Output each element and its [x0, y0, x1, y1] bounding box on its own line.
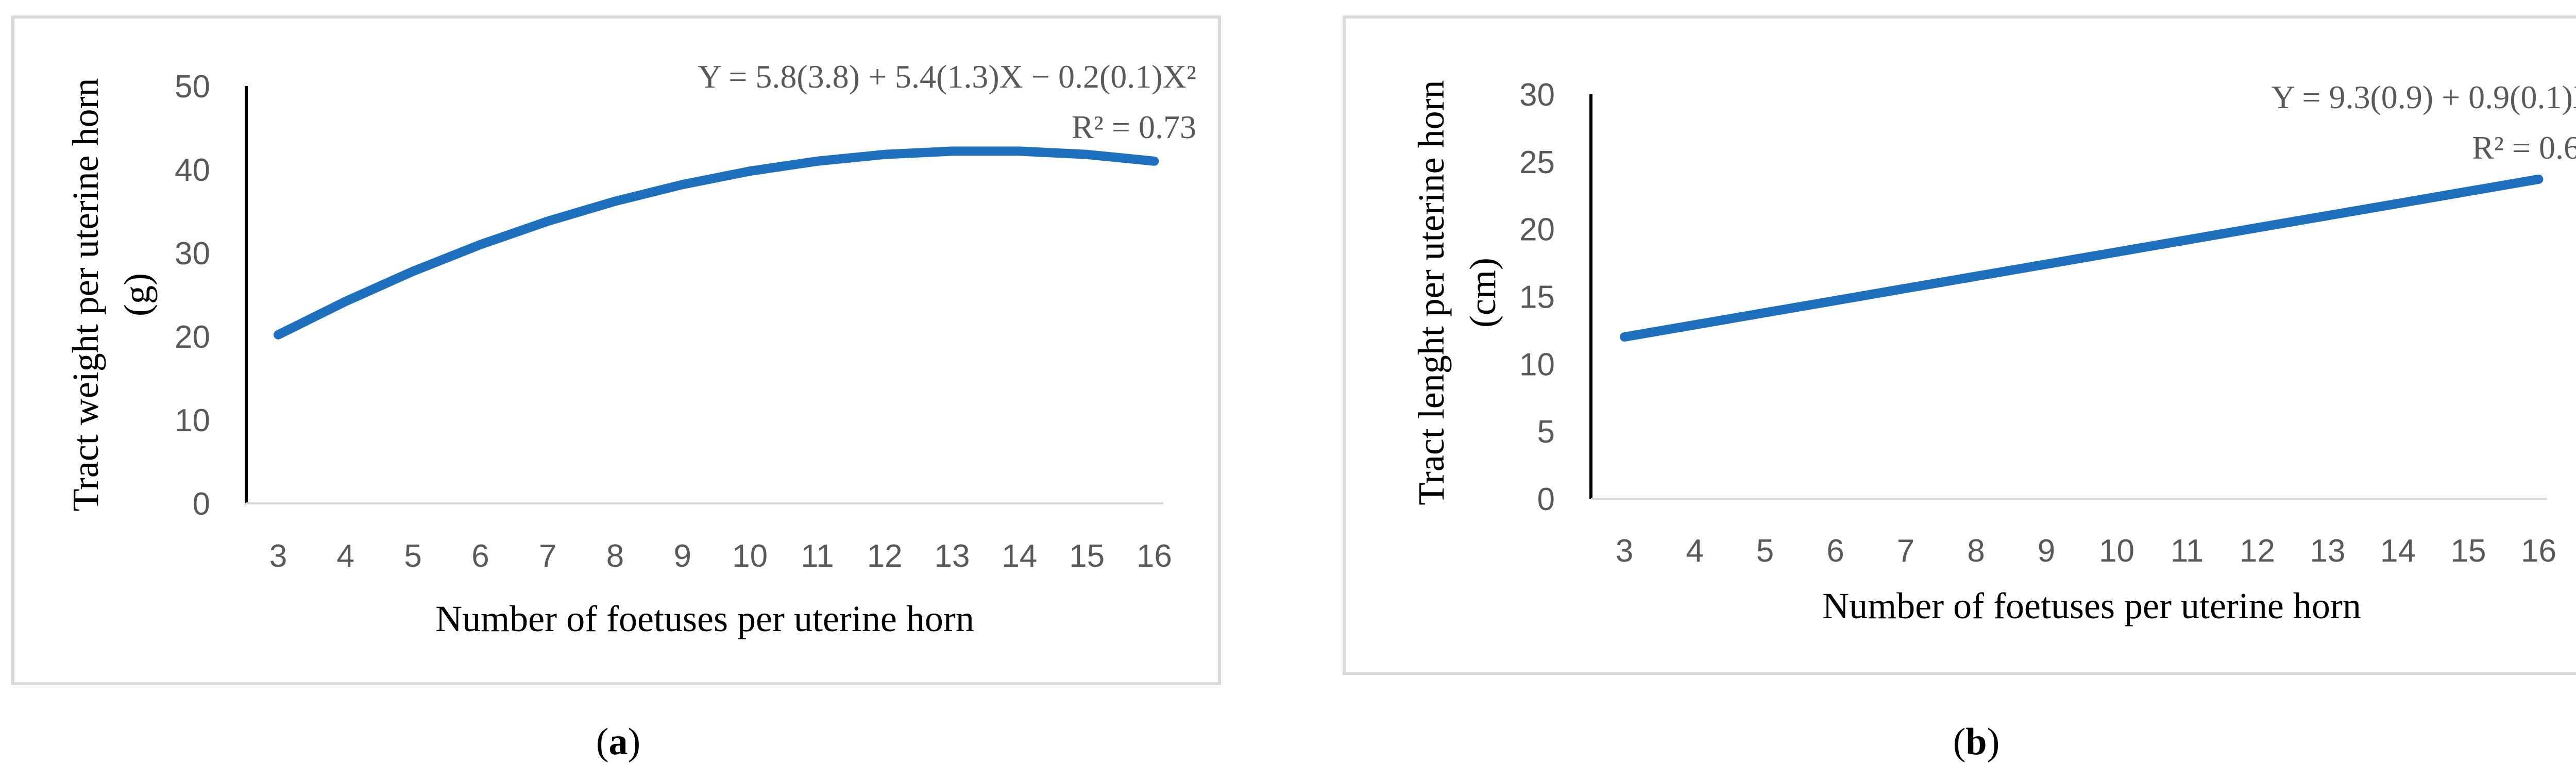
chart-b-x-axis-title: Number of foetuses per uterine horn	[1822, 585, 2361, 626]
chart-a-x-tick-label: 13	[935, 538, 970, 574]
chart-a-x-tick-label: 12	[867, 538, 903, 574]
chart-a-x-tick-label: 14	[1002, 538, 1037, 574]
chart-b-x-tick-label: 6	[1826, 533, 1844, 569]
chart-a-x-tick-label: 16	[1137, 538, 1172, 574]
chart-b-y-tick-label: 10	[1519, 347, 1555, 382]
chart-b-series-line	[1620, 174, 2544, 342]
panel-label-b: (b)	[1953, 721, 2000, 763]
chart-b-y-tick-label: 5	[1537, 414, 1555, 450]
chart-b-x-tick-label: 13	[2310, 533, 2346, 569]
chart-b-y-axis-title-line: (cm)	[1462, 258, 1503, 328]
chart-b-x-tick-label: 10	[2099, 533, 2134, 569]
chart-b-x-tick-label: 7	[1897, 533, 1914, 569]
chart-a-y-tick-label: 10	[175, 403, 210, 438]
chart-b-y-tick-label: 15	[1519, 280, 1555, 315]
chart-b-y-tick-label: 0	[1537, 482, 1555, 517]
panel-label-a-letter: a	[608, 721, 628, 763]
chart-a-x-tick-label: 10	[732, 538, 768, 574]
chart-a-x-tick-label: 8	[606, 538, 624, 574]
chart-a-x-tick-label: 5	[404, 538, 421, 574]
chart-a-y-tick-label: 50	[175, 69, 210, 105]
chart-a-series-line	[274, 146, 1159, 340]
chart-a-x-tick-label: 9	[674, 538, 691, 574]
chart-b-r-squared-label: R² = 0.62	[2472, 129, 2576, 166]
chart-b-y-axis-title-line: Tract lenght per uterine horn	[1411, 80, 1452, 505]
chart-b-x-tick-label: 3	[1616, 533, 1633, 569]
chart-a-r-squared-label: R² = 0.73	[1072, 109, 1196, 145]
chart-a-y-tick-label: 40	[175, 153, 210, 188]
chart-panel-a	[11, 15, 1221, 685]
chart-b-x-tick-label: 15	[2451, 533, 2486, 569]
chart-a-regression-equation: Y = 5.8(3.8) + 5.4(1.3)X − 0.2(0.1)X²	[698, 58, 1196, 95]
chart-b-x-tick-label: 12	[2240, 533, 2275, 569]
chart-a-x-axis-title: Number of foetuses per uterine horn	[435, 598, 974, 639]
chart-a-y-axis-title: Tract weight per uterine horn (g)	[65, 78, 158, 511]
chart-panel-b	[1343, 15, 2576, 675]
chart-b-x-tick-label: 11	[2171, 533, 2204, 569]
chart-b-x-tick-label: 16	[2521, 533, 2556, 569]
chart-a-x-tick-label: 7	[539, 538, 556, 574]
chart-b-x-tick-label: 9	[2038, 533, 2055, 569]
chart-a-x-tick-label: 11	[801, 538, 834, 574]
chart-b-regression-equation: Y = 9.3(0.9) + 0.9(0.1)X	[2272, 79, 2576, 115]
chart-a-y-axis-title-line: Tract weight per uterine horn	[65, 78, 106, 511]
chart-a-y-tick-label: 0	[193, 486, 210, 522]
chart-b-y-tick-label: 20	[1519, 212, 1555, 248]
chart-b-x-tick-label: 14	[2380, 533, 2416, 569]
chart-b-y-axis-title: Tract lenght per uterine horn (cm)	[1411, 80, 1503, 505]
chart-a-y-tick-label: 20	[175, 319, 210, 355]
panel-label-b-letter: b	[1965, 721, 1987, 763]
chart-a-x-tick-label: 6	[471, 538, 489, 574]
chart-a-y-tick-label: 30	[175, 236, 210, 272]
chart-b-y-tick-label: 30	[1519, 77, 1555, 113]
chart-b-x-tick-label: 4	[1686, 533, 1703, 569]
chart-b-x-tick-label: 5	[1756, 533, 1774, 569]
chart-a-x-tick-label: 15	[1069, 538, 1105, 574]
chart-b-y-tick-label: 25	[1519, 145, 1555, 180]
chart-b-x-tick-label: 8	[1967, 533, 1985, 569]
panel-label-a: (a)	[596, 721, 641, 763]
chart-a-y-axis-title-line: (g)	[116, 273, 158, 316]
chart-a-x-tick-label: 3	[269, 538, 287, 574]
chart-a-x-tick-label: 4	[337, 538, 354, 574]
